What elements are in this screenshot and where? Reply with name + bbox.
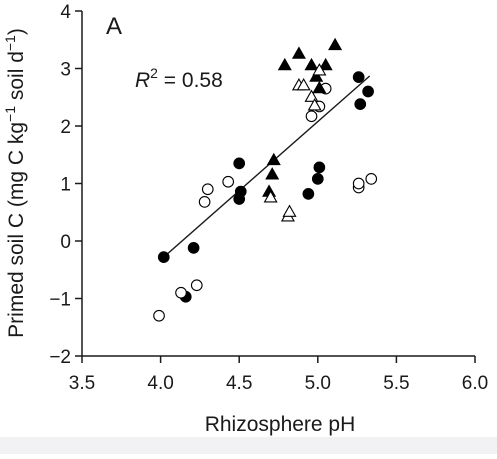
y-tick-label: 1 xyxy=(60,175,71,196)
r-squared-exponent: 2 xyxy=(150,65,158,81)
filled-circle-point xyxy=(233,157,246,170)
open-circle-point xyxy=(198,196,211,208)
filled-circle-point xyxy=(362,85,374,98)
open-circle-point xyxy=(305,110,318,123)
open-triangle-point xyxy=(307,98,322,111)
data-points xyxy=(153,37,378,322)
open-triangle-point xyxy=(282,204,297,217)
r-squared-annotation: R2 = 0.58 xyxy=(135,65,223,92)
filled-triangle-point xyxy=(309,69,324,82)
x-axis-title: Rhizosphere pH xyxy=(205,413,356,436)
x-tick-label: 4.0 xyxy=(147,373,173,394)
open-triangle-point xyxy=(263,190,278,203)
open-circle-point xyxy=(153,309,165,322)
bottom-band xyxy=(0,437,497,454)
x-tick-label: 4.5 xyxy=(226,373,252,394)
y-axis-title-exp2: −1 xyxy=(2,35,18,51)
x-tick-label: 5.0 xyxy=(305,373,331,394)
y-tick-label: 2 xyxy=(60,117,71,138)
x-tick-label: 6.0 xyxy=(462,373,488,394)
x-tick-label: 5.5 xyxy=(383,373,409,394)
filled-triangle-point xyxy=(328,37,343,51)
y-tick-label: 4 xyxy=(60,2,71,23)
r-squared-symbol: R xyxy=(135,69,150,92)
y-tick-label: 3 xyxy=(60,60,71,81)
filled-circle-point xyxy=(234,185,247,198)
open-circle-point xyxy=(222,175,235,188)
filled-circle-point xyxy=(311,173,324,185)
y-axis-title-end: ) xyxy=(5,28,28,35)
x-tick-label: 3.5 xyxy=(69,373,95,394)
filled-triangle-point xyxy=(291,46,306,59)
r-squared-value: = 0.58 xyxy=(158,69,223,92)
y-tick-label: −2 xyxy=(49,347,71,368)
y-tick-label: 0 xyxy=(60,232,71,253)
filled-triangle-point xyxy=(266,152,281,166)
regression-line xyxy=(163,75,371,258)
filled-circle-point xyxy=(313,161,326,174)
open-triangle-point xyxy=(312,63,327,76)
filled-triangle-point xyxy=(277,57,292,71)
filled-circle-point xyxy=(352,71,365,83)
filled-triangle-point xyxy=(304,57,319,71)
open-circle-point xyxy=(352,177,365,190)
filled-triangle-point xyxy=(318,57,333,71)
y-tick-label: −1 xyxy=(49,290,71,311)
filled-circle-point xyxy=(157,251,170,263)
y-axis-title-main: Primed soil C (mg C kg xyxy=(5,122,28,338)
y-axis-title: Primed soil C (mg C kg−1 soil d−1) xyxy=(2,28,28,338)
open-circle-point xyxy=(201,183,214,196)
filled-circle-point xyxy=(302,188,315,200)
filled-triangle-point xyxy=(312,80,327,94)
filled-circle-point xyxy=(354,98,367,110)
y-axis-title-mid: soil d xyxy=(5,51,28,106)
open-triangle-point xyxy=(296,78,311,91)
open-circle-point xyxy=(190,279,203,292)
filled-triangle-point xyxy=(265,167,280,180)
filled-circle-point xyxy=(187,242,200,254)
open-circle-point xyxy=(365,173,378,185)
axis-tick-labels: 3.5 4.0 4.5 5.0 5.5 6.0 −2 −1 0 1 2 3 4 xyxy=(49,2,488,394)
panel-label: A xyxy=(106,13,122,40)
y-axis-title-exp1: −1 xyxy=(2,106,18,122)
open-circle-point xyxy=(175,286,187,299)
axis-ticks xyxy=(75,10,476,363)
axes xyxy=(81,11,475,357)
